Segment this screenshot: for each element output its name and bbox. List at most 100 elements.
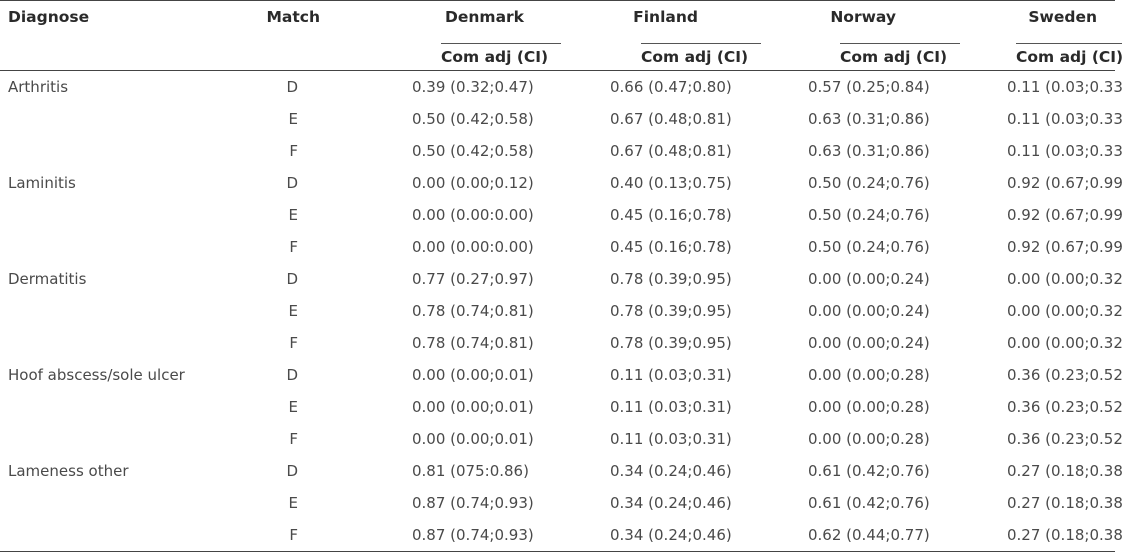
table-row: Lameness other D 0.81 (075:0.86) 0.34 (0.24… xyxy=(0,455,1122,487)
cell-norway-value: 0.63 (0.31;0.86) xyxy=(808,142,930,160)
cell-denmark-value: 0.00 (0.00;0.01) xyxy=(412,398,534,416)
subheader-denmark: Com adj (CI) xyxy=(390,39,588,71)
cell-diagnose xyxy=(0,231,220,263)
header-sweden: Sweden xyxy=(984,0,1115,39)
subheader-norway: Com adj (CI) xyxy=(786,39,984,71)
header-denmark-label: Denmark xyxy=(445,8,524,26)
cell-denmark-value: 0.50 (0.42;0.58) xyxy=(412,142,534,160)
cell-sweden-value: 0.00 (0.00;0.32) xyxy=(1007,334,1122,352)
cell-finland-value: 0.45 (0.16;0.78) xyxy=(610,206,732,224)
table-row: F 0.00 (0.00;0.01) 0.11 (0.03;0.31) 0.00 (0… xyxy=(0,423,1122,455)
table-row: Laminitis D 0.00 (0.00;0.12) 0.40 (0.13;0.7… xyxy=(0,167,1122,199)
cell-denmark-value: 0.39 (0.32;0.47) xyxy=(412,78,534,96)
cell-diagnose: Laminitis xyxy=(8,174,76,192)
cell-denmark-value: 0.77 (0.27;0.97) xyxy=(412,270,534,288)
cell-match: F xyxy=(289,430,298,448)
cell-finland-value: 0.66 (0.47;0.80) xyxy=(610,78,732,96)
cell-diagnose xyxy=(0,423,220,455)
cell-denmark-value: 0.00 (0.00;0.01) xyxy=(412,430,534,448)
cell-finland-value: 0.34 (0.24;0.46) xyxy=(588,519,786,552)
table-row: E 0.50 (0.42;0.58) 0.67 (0.48;0.81) 0.63 (0… xyxy=(0,103,1122,135)
cell-denmark-value: 0.00 (0.00;0.12) xyxy=(412,174,534,192)
cell-denmark-value: 0.81 (075:0.86) xyxy=(412,462,529,480)
cell-denmark-value: 0.00 (0.00:0.00) xyxy=(412,206,534,224)
table-row: E 0.87 (0.74;0.93) 0.34 (0.24;0.46) 0.61 (0… xyxy=(0,487,1122,519)
cell-denmark-value: 0.87 (0.74;0.93) xyxy=(390,519,588,552)
cell-norway-value: 0.00 (0.00;0.24) xyxy=(808,302,930,320)
cell-norway-value: 0.61 (0.42;0.76) xyxy=(808,462,930,480)
table-header: Diagnose Match Denmark Finland Norway Sw… xyxy=(0,0,1122,71)
cell-norway-value: 0.00 (0.00;0.28) xyxy=(808,398,930,416)
cell-denmark-value: 0.50 (0.42;0.58) xyxy=(412,110,534,128)
cell-finland-value: 0.11 (0.03;0.31) xyxy=(610,366,732,384)
subheader-norway-label: Com adj (CI) xyxy=(840,43,960,66)
header-norway-label: Norway xyxy=(830,8,896,26)
cell-match: E xyxy=(288,494,298,512)
cell-match: E xyxy=(288,110,298,128)
cell-diagnose xyxy=(0,199,220,231)
cell-diagnose: Hoof abscess/sole ulcer xyxy=(8,366,185,384)
subheader-finland-label: Com adj (CI) xyxy=(641,43,761,66)
subheader-sweden: Com adj (CI) xyxy=(984,39,1122,71)
cell-norway-value: 0.61 (0.42;0.76) xyxy=(808,494,930,512)
subheader-finland: Com adj (CI) xyxy=(588,39,786,71)
cell-diagnose xyxy=(0,487,220,519)
cell-sweden-value: 0.92 (0.67;0.99) xyxy=(1007,174,1122,192)
cell-denmark-value: 0.78 (0.74;0.81) xyxy=(412,334,534,352)
cell-sweden-value: 0.27 (0.18;0.38) xyxy=(984,519,1122,552)
cell-norway-value: 0.00 (0.00;0.28) xyxy=(808,430,930,448)
cell-match: D xyxy=(286,462,298,480)
cell-norway-value: 0.50 (0.24;0.76) xyxy=(808,206,930,224)
cell-finland-value: 0.40 (0.13;0.75) xyxy=(610,174,732,192)
cell-sweden-value: 0.11 (0.03;0.33) xyxy=(1007,110,1122,128)
cell-finland-value: 0.67 (0.48;0.81) xyxy=(610,110,732,128)
table-row: F 0.87 (0.74;0.93) 0.34 (0.24;0.46) 0.62 (0… xyxy=(0,519,1122,552)
cell-sweden-value: 0.11 (0.03;0.33) xyxy=(1007,142,1122,160)
cell-sweden-value: 0.27 (0.18;0.38) xyxy=(1007,494,1122,512)
cell-finland-value: 0.67 (0.48;0.81) xyxy=(610,142,732,160)
header-match: Match xyxy=(220,0,390,39)
header-sweden-label: Sweden xyxy=(1028,8,1097,26)
subheader-denmark-label: Com adj (CI) xyxy=(441,43,561,66)
table-body: Arthritis D 0.39 (0.32;0.47) 0.66 (0.47;0.8… xyxy=(0,71,1122,552)
subheader-empty-match xyxy=(220,39,390,71)
subheader-row: Com adj (CI) Com adj (CI) Com adj (CI) C… xyxy=(0,39,1122,71)
cell-norway-value: 0.00 (0.00;0.28) xyxy=(808,366,930,384)
cell-norway-value: 0.63 (0.31;0.86) xyxy=(808,110,930,128)
table-row: E 0.00 (0.00:0.00) 0.45 (0.16;0.78) 0.50 (0… xyxy=(0,199,1122,231)
cell-denmark-value: 0.78 (0.74;0.81) xyxy=(412,302,534,320)
cell-match: F xyxy=(220,519,390,552)
cell-sweden-value: 0.92 (0.67;0.99) xyxy=(1007,206,1122,224)
cell-denmark-value: 0.00 (0.00;0.01) xyxy=(412,366,534,384)
header-norway: Norway xyxy=(786,0,984,39)
cell-sweden-value: 0.27 (0.18;0.38) xyxy=(1007,462,1122,480)
cell-finland-value: 0.11 (0.03;0.31) xyxy=(610,398,732,416)
table-row: E 0.78 (0.74;0.81) 0.78 (0.39;0.95) 0.00 (0… xyxy=(0,295,1122,327)
cell-diagnose xyxy=(0,295,220,327)
table-row: E 0.00 (0.00;0.01) 0.11 (0.03;0.31) 0.00 (0… xyxy=(0,391,1122,423)
cell-diagnose: Lameness other xyxy=(8,462,129,480)
subheader-empty-diagnose xyxy=(0,39,220,71)
cell-diagnose: Arthritis xyxy=(8,78,69,96)
cell-match: E xyxy=(288,398,298,416)
table-row: Hoof abscess/sole ulcer D 0.00 (0.00;0.01)… xyxy=(0,359,1122,391)
header-denmark: Denmark xyxy=(390,0,588,39)
cell-sweden-value: 0.00 (0.00;0.32) xyxy=(1007,302,1122,320)
table-row: Arthritis D 0.39 (0.32;0.47) 0.66 (0.47;0.8… xyxy=(0,71,1122,104)
cell-finland-value: 0.78 (0.39;0.95) xyxy=(610,334,732,352)
cell-diagnose xyxy=(0,391,220,423)
table-row: F 0.78 (0.74;0.81) 0.78 (0.39;0.95) 0.00 (0… xyxy=(0,327,1122,359)
cell-sweden-value: 0.36 (0.23;0.52) xyxy=(1007,398,1122,416)
subheader-sweden-label: Com adj (CI) xyxy=(1016,43,1122,66)
header-finland: Finland xyxy=(588,0,786,39)
header-row: Diagnose Match Denmark Finland Norway Sw… xyxy=(0,0,1115,39)
cell-match: F xyxy=(289,238,298,256)
cell-match: D xyxy=(286,270,298,288)
cell-finland-value: 0.78 (0.39;0.95) xyxy=(610,302,732,320)
table-row: F 0.00 (0.00:0.00) 0.45 (0.16;0.78) 0.50 (0… xyxy=(0,231,1122,263)
cell-match: D xyxy=(286,366,298,384)
cell-match: F xyxy=(289,142,298,160)
cell-norway-value: 0.62 (0.44;0.77) xyxy=(786,519,984,552)
cell-sweden-value: 0.11 (0.03;0.33) xyxy=(1007,78,1122,96)
